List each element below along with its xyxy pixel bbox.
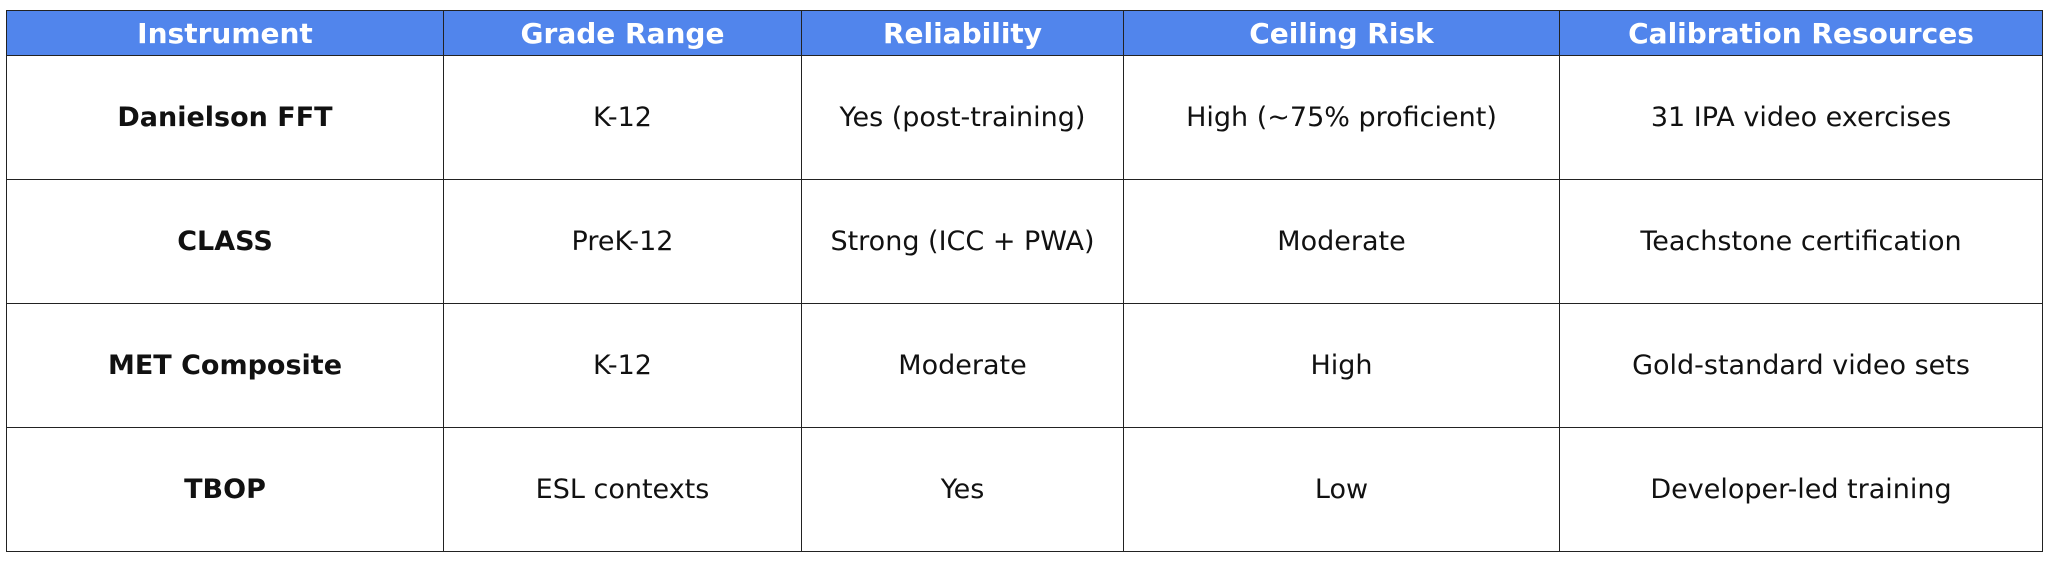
cell-ceiling-risk: High bbox=[1123, 303, 1560, 428]
cell-grade-range: K-12 bbox=[443, 55, 802, 180]
cell-reliability: Moderate bbox=[801, 303, 1124, 428]
comparison-table-container: Instrument Grade Range Reliability Ceili… bbox=[6, 10, 2043, 552]
table-row: MET Composite K-12 Moderate High Gold-st… bbox=[6, 303, 2043, 428]
cell-grade-range: ESL contexts bbox=[443, 427, 802, 552]
cell-instrument: TBOP bbox=[6, 427, 444, 552]
cell-reliability: Strong (ICC + PWA) bbox=[801, 179, 1124, 304]
cell-grade-range: PreK-12 bbox=[443, 179, 802, 304]
table-row: Danielson FFT K-12 Yes (post-training) H… bbox=[6, 55, 2043, 180]
cell-calibration-resources: Teachstone certification bbox=[1559, 179, 2043, 304]
cell-reliability: Yes bbox=[801, 427, 1124, 552]
cell-ceiling-risk: Low bbox=[1123, 427, 1560, 552]
cell-reliability: Yes (post-training) bbox=[801, 55, 1124, 180]
cell-instrument: Danielson FFT bbox=[6, 55, 444, 180]
cell-ceiling-risk: High (~75% proficient) bbox=[1123, 55, 1560, 180]
table-row: TBOP ESL contexts Yes Low Developer-led … bbox=[6, 427, 2043, 552]
cell-instrument: CLASS bbox=[6, 179, 444, 304]
table-header-row: Instrument Grade Range Reliability Ceili… bbox=[6, 10, 2043, 56]
cell-calibration-resources: Gold-standard video sets bbox=[1559, 303, 2043, 428]
header-grade-range: Grade Range bbox=[443, 10, 802, 56]
header-reliability: Reliability bbox=[801, 10, 1124, 56]
cell-instrument: MET Composite bbox=[6, 303, 444, 428]
cell-grade-range: K-12 bbox=[443, 303, 802, 428]
cell-calibration-resources: Developer-led training bbox=[1559, 427, 2043, 552]
header-instrument: Instrument bbox=[6, 10, 444, 56]
header-ceiling-risk: Ceiling Risk bbox=[1123, 10, 1560, 56]
table-row: CLASS PreK-12 Strong (ICC + PWA) Moderat… bbox=[6, 179, 2043, 304]
cell-calibration-resources: 31 IPA video exercises bbox=[1559, 55, 2043, 180]
header-calibration-resources: Calibration Resources bbox=[1559, 10, 2043, 56]
cell-ceiling-risk: Moderate bbox=[1123, 179, 1560, 304]
instrument-comparison-table: Instrument Grade Range Reliability Ceili… bbox=[6, 10, 2043, 552]
